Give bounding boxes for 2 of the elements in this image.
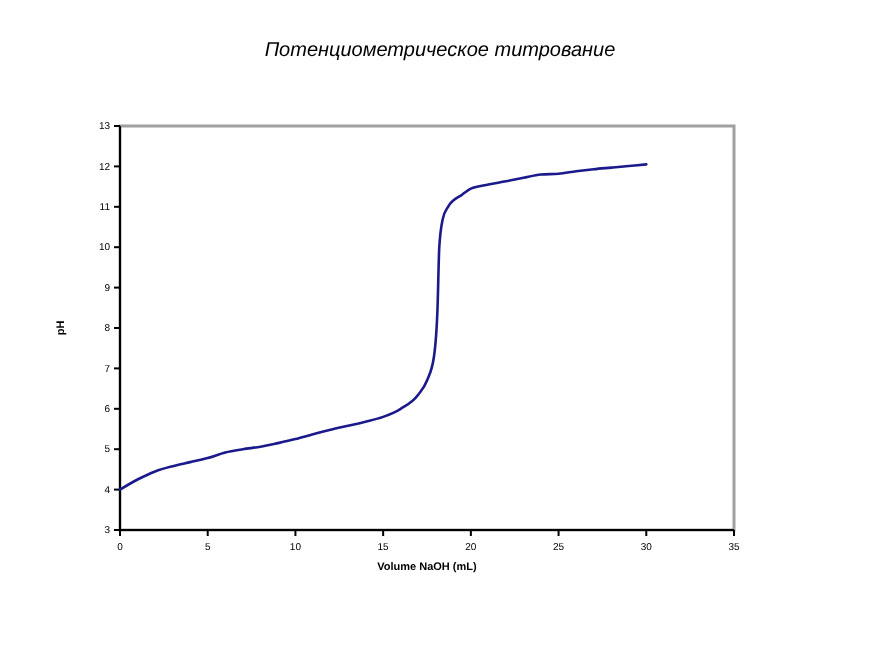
line-series	[118, 163, 648, 491]
chart-title: Потенциометрическое титрование	[264, 40, 617, 62]
